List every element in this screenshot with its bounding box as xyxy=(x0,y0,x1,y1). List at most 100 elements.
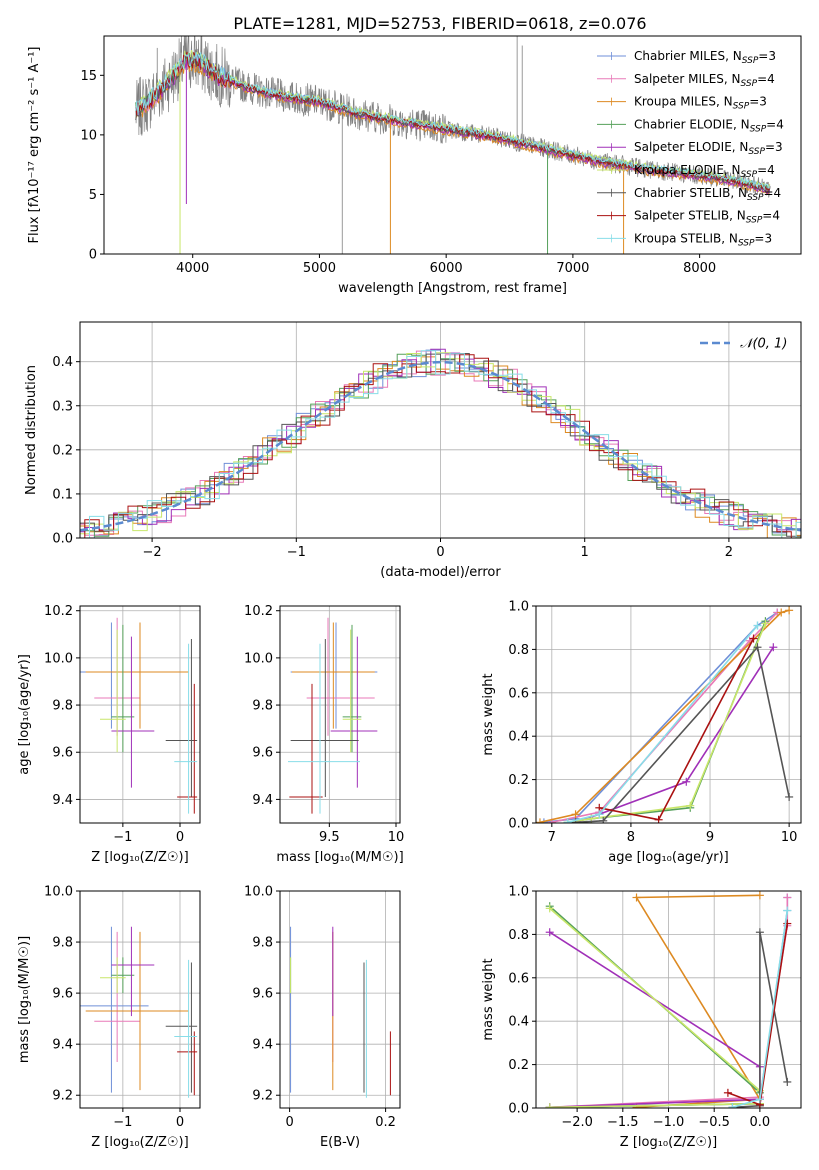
sfh-salpeter_elodie xyxy=(545,928,764,1108)
axes-frame xyxy=(79,605,201,824)
y-axis-label: mass [log₁₀(M/M☉)] xyxy=(17,936,32,1063)
y-tick-label: 0.4 xyxy=(52,355,73,370)
panel-age_vs_Z: −1 0 9.4 9.6 9.8 10.0 10.2 Z [log₁₀(Z/Z☉)] age [… xyxy=(17,604,201,865)
estimate-chabrier_elodie xyxy=(111,957,135,994)
model-spectrum-chabrier_stelib xyxy=(135,52,771,192)
sfh-kroupa_elodie xyxy=(545,904,764,1108)
sfh-line xyxy=(567,623,767,823)
y-tick-label: 9.8 xyxy=(52,699,73,714)
estimate-chabrier_elodie xyxy=(342,624,362,753)
legend-entry-kroupa_elodie: Kroupa ELODIE, NSSP=4 xyxy=(634,163,775,180)
y-tick-label: 9.4 xyxy=(252,793,273,808)
x-tick-label: 6000 xyxy=(430,261,463,276)
panel-spectrum: 4000 5000 6000 7000 8000 0 5 10 15 wavelength [An… xyxy=(27,35,802,296)
model-spectrum-salpeter_stelib xyxy=(135,51,771,191)
normal-curve xyxy=(80,360,801,532)
y-tick-label: 9.8 xyxy=(252,699,273,714)
y-tick-label: 0.8 xyxy=(508,643,529,658)
estimate-kroupa_stelib xyxy=(288,643,360,814)
estimate-chabrier_stelib xyxy=(165,639,198,798)
x-tick-label: 7 xyxy=(548,830,556,845)
y-tick-label: 10 xyxy=(80,128,97,143)
y-tick-label: 0.4 xyxy=(508,730,529,745)
x-axis-label: age [log₁₀(age/yr)] xyxy=(608,850,729,865)
sfh-line xyxy=(575,645,790,823)
x-tick-label: 10 xyxy=(388,830,405,845)
histogram-salpeter_elodie xyxy=(80,348,801,533)
x-tick-label: 0.2 xyxy=(375,1115,396,1130)
panel-age_vs_mass: 9.5 10 9.4 9.6 9.8 10.0 10.2 mass [log₁₀(M/M☉)] xyxy=(244,604,404,865)
y-tick-label: 0.6 xyxy=(508,971,529,986)
x-tick-label: 0 xyxy=(436,545,444,560)
estimate-chabrier_stelib xyxy=(290,639,359,798)
legend-entry-chabrier_miles: Chabrier MILES, NSSP=3 xyxy=(634,49,776,66)
legend-entry-salpeter_elodie: Salpeter ELODIE, NSSP=3 xyxy=(634,140,783,157)
estimate-chabrier_miles xyxy=(290,622,378,729)
y-tick-label: 10.2 xyxy=(44,604,73,619)
y-tick-label: 9.8 xyxy=(52,936,73,951)
panel-mass_vs_ebv: 0 0.2 9.2 9.4 9.6 9.8 10.0 E(B-V) xyxy=(244,885,401,1150)
sfh-chabrier_stelib xyxy=(571,643,794,823)
histogram-kroupa_stelib xyxy=(80,350,801,538)
x-tick-label: 2 xyxy=(725,545,733,560)
estimate-salpeter_stelib xyxy=(177,1031,198,1096)
x-tick-label: −1 xyxy=(287,545,306,560)
x-tick-label: 8000 xyxy=(683,261,716,276)
y-tick-label: 5 xyxy=(89,188,97,203)
plot-area-age_vs_Z xyxy=(80,617,198,814)
legend-entry-chabrier_stelib: Chabrier STELIB, NSSP=4 xyxy=(634,186,781,203)
y-tick-label: 10.0 xyxy=(44,885,73,900)
estimate-kroupa_miles xyxy=(85,931,189,1091)
x-tick-label: −1 xyxy=(113,830,132,845)
y-tick-label: 0.2 xyxy=(508,1058,529,1073)
sfh-line xyxy=(549,931,761,1108)
estimate-salpeter_stelib xyxy=(177,683,198,814)
y-axis-label: Normed distribution xyxy=(24,365,39,495)
y-tick-label: 9.8 xyxy=(252,936,273,951)
y-tick-label: 10.0 xyxy=(244,885,273,900)
x-tick-label: 8 xyxy=(627,830,635,845)
axes-frame xyxy=(535,605,802,824)
sfh-kroupa_miles xyxy=(536,606,794,823)
histogram-kroupa_miles xyxy=(80,356,801,538)
y-tick-label: 0 xyxy=(89,248,97,263)
plot-area-residuals xyxy=(80,348,801,538)
estimate-salpeter_stelib xyxy=(289,683,323,814)
y-tick-label: 9.6 xyxy=(252,746,273,761)
sfh-line xyxy=(551,611,778,823)
x-tick-label: −1.0 xyxy=(653,1115,685,1130)
estimate-chabrier_stelib xyxy=(165,962,198,1093)
y-axis-label: mass weight xyxy=(481,958,496,1040)
estimate-salpeter_elodie xyxy=(111,636,155,788)
y-tick-label: 9.4 xyxy=(252,1038,273,1053)
sfh-line xyxy=(599,638,755,821)
panel-residuals: −2 −1 0 1 2 0.0 0.1 0.2 0.3 0.4 (data-model)/error… xyxy=(24,321,802,580)
y-axis-label: age [log₁₀(age/yr)] xyxy=(17,654,32,775)
panel-massweight_vs_age: 7 8 9 10 0.0 0.2 0.4 0.6 0.8 1.0 age [log₁₀(age/yr… xyxy=(481,600,802,865)
sfh-line xyxy=(732,932,789,1108)
x-tick-label: 4000 xyxy=(176,261,209,276)
x-tick-label: −1.5 xyxy=(607,1115,639,1130)
axes-frame xyxy=(279,890,401,1109)
estimate-salpeter_miles xyxy=(94,931,140,1063)
axes-frame xyxy=(279,605,401,824)
y-tick-label: 0.0 xyxy=(508,817,529,832)
y-tick-label: 9.4 xyxy=(52,1038,73,1053)
estimate-kroupa_miles xyxy=(85,622,189,729)
x-tick-label: 1 xyxy=(581,545,589,560)
legend-entry-salpeter_stelib: Salpeter STELIB, NSSP=4 xyxy=(634,209,780,226)
x-tick-label: 0 xyxy=(176,830,184,845)
estimate-salpeter_miles xyxy=(306,617,375,736)
x-tick-label: 0 xyxy=(176,1115,184,1130)
y-tick-label: 1.0 xyxy=(508,600,529,615)
estimate-chabrier_elodie xyxy=(111,624,135,753)
estimate-chabrier_miles xyxy=(80,926,149,1093)
x-axis-label: Z [log₁₀(Z/Z☉)] xyxy=(91,850,188,865)
x-tick-label: 9.5 xyxy=(319,830,340,845)
estimate-kroupa_miles xyxy=(292,622,375,729)
x-tick-label: 0 xyxy=(285,1115,293,1130)
x-tick-label: 0.0 xyxy=(750,1115,771,1130)
axes-frame xyxy=(79,890,201,1109)
